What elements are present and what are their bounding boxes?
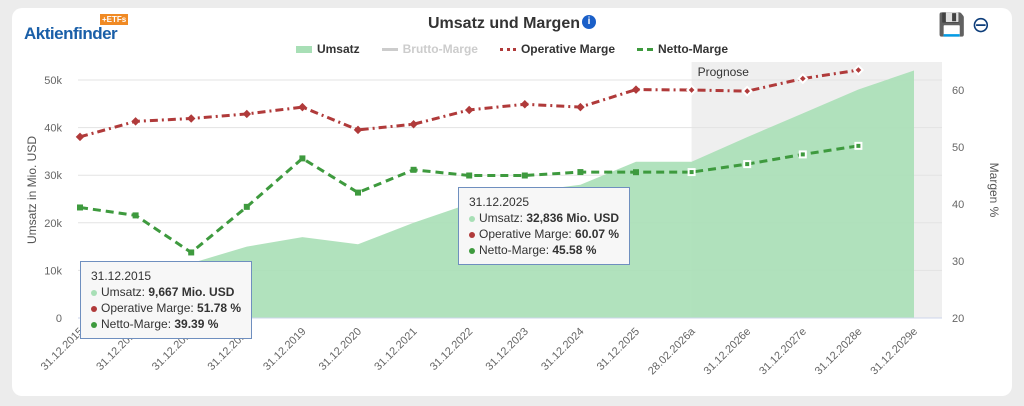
- tooltip-date: 31.12.2025: [469, 195, 530, 209]
- y-tick-label: 40k: [44, 123, 62, 135]
- x-tick-label: 28.02.2026a: [646, 325, 698, 377]
- y-tick-label: 20k: [44, 218, 62, 230]
- operative-marge-point: [852, 64, 865, 76]
- operative-marge-point: [409, 119, 418, 129]
- netto-marge-point: [577, 169, 584, 176]
- y-tick-label: 0: [56, 313, 62, 325]
- prognose-label: Prognose: [698, 65, 750, 79]
- legend-umsatz[interactable]: Umsatz: [295, 42, 360, 56]
- netto-marge-point: [466, 172, 473, 179]
- netto-marge-point: [77, 204, 83, 211]
- netto-marge-point: [687, 168, 696, 177]
- x-tick-label: 31.12.2019: [261, 326, 308, 373]
- operative-marge-point: [685, 84, 698, 96]
- operative-marge-point: [520, 100, 530, 109]
- y2-tick-label: 50: [952, 142, 964, 154]
- x-tick-label: 31.12.2028e: [813, 326, 865, 378]
- netto-marge-point: [299, 155, 306, 162]
- y-tick-label: 50k: [44, 75, 62, 87]
- operative-marge-point: [353, 125, 363, 135]
- x-tick-label: 31.12.2025: [595, 326, 642, 373]
- netto-marge-point: [743, 160, 752, 169]
- operative-marge-point: [631, 85, 641, 94]
- y2-axis-label: Margen %: [987, 163, 1001, 218]
- logo-text: Aktienfinder: [24, 24, 118, 43]
- netto-marge-point: [132, 212, 139, 219]
- legend-brutto-marge[interactable]: Brutto-Marge: [381, 42, 478, 56]
- operative-marge-point: [741, 85, 753, 97]
- x-tick-label: 31.12.2026e: [702, 326, 754, 378]
- legend-netto-marge[interactable]: Netto-Marge: [637, 42, 728, 56]
- tooltip-date: 31.12.2015: [91, 269, 152, 283]
- netto-marge-point: [243, 203, 250, 210]
- y-tick-label: 30k: [44, 170, 62, 182]
- netto-marge-point: [355, 189, 361, 196]
- save-icon[interactable]: 💾: [938, 12, 966, 37]
- operative-marge-point: [797, 72, 809, 85]
- operative-marge-point: [576, 102, 585, 112]
- operative-marge-point: [131, 117, 140, 126]
- legend-operative-marge[interactable]: Operative Marge: [499, 42, 615, 56]
- legend: Umsatz Brutto-Marge Operative Marge Nett…: [0, 42, 1024, 56]
- x-tick-label: 31.12.2024: [539, 326, 586, 373]
- y2-tick-label: 40: [952, 199, 964, 211]
- logo[interactable]: Aktienfinder +ETFs: [24, 14, 134, 46]
- netto-marge-point: [854, 141, 863, 150]
- series-umsatz-area: [80, 70, 914, 318]
- tooltip-2025: 31.12.2025 Umsatz: 32,836 Mio. USD Opera…: [458, 187, 631, 265]
- netto-marge-point: [521, 172, 528, 179]
- operative-marge-point: [75, 132, 85, 142]
- y2-tick-label: 20: [952, 313, 964, 325]
- zoom-out-icon[interactable]: ⊖: [971, 12, 990, 37]
- x-tick-label: 31.12.2023: [484, 326, 531, 373]
- operative-marge-point: [464, 105, 474, 115]
- operative-marge-point: [186, 114, 196, 123]
- x-tick-label: 31.12.2020: [317, 326, 364, 373]
- tooltip-2015: 31.12.2015 Umsatz: 9,667 Mio. USD Operat…: [80, 261, 253, 339]
- netto-marge-point: [410, 166, 417, 173]
- y-axis-label: Umsatz in Mio. USD: [25, 136, 39, 244]
- y-tick-label: 10k: [44, 265, 62, 277]
- y2-tick-label: 60: [952, 85, 964, 97]
- y2-tick-label: 30: [952, 256, 964, 268]
- netto-marge-point: [798, 150, 807, 159]
- operative-marge-point: [242, 109, 252, 119]
- x-tick-label: 31.12.2015: [39, 326, 86, 373]
- info-icon[interactable]: i: [582, 15, 596, 29]
- chart-title-text: Umsatz und Margen: [427, 15, 580, 32]
- x-tick-label: 31.12.2021: [372, 326, 419, 373]
- x-tick-label: 31.12.2029e: [868, 326, 920, 378]
- netto-marge-point: [633, 169, 639, 176]
- netto-marge-point: [188, 249, 195, 256]
- operative-marge-point: [298, 102, 307, 112]
- chart-title: Umsatz und Margen i: [0, 15, 1024, 33]
- x-tick-label: 31.12.2027e: [757, 326, 809, 378]
- x-tick-label: 31.12.2022: [428, 326, 475, 373]
- logo-badge: +ETFs: [100, 14, 129, 25]
